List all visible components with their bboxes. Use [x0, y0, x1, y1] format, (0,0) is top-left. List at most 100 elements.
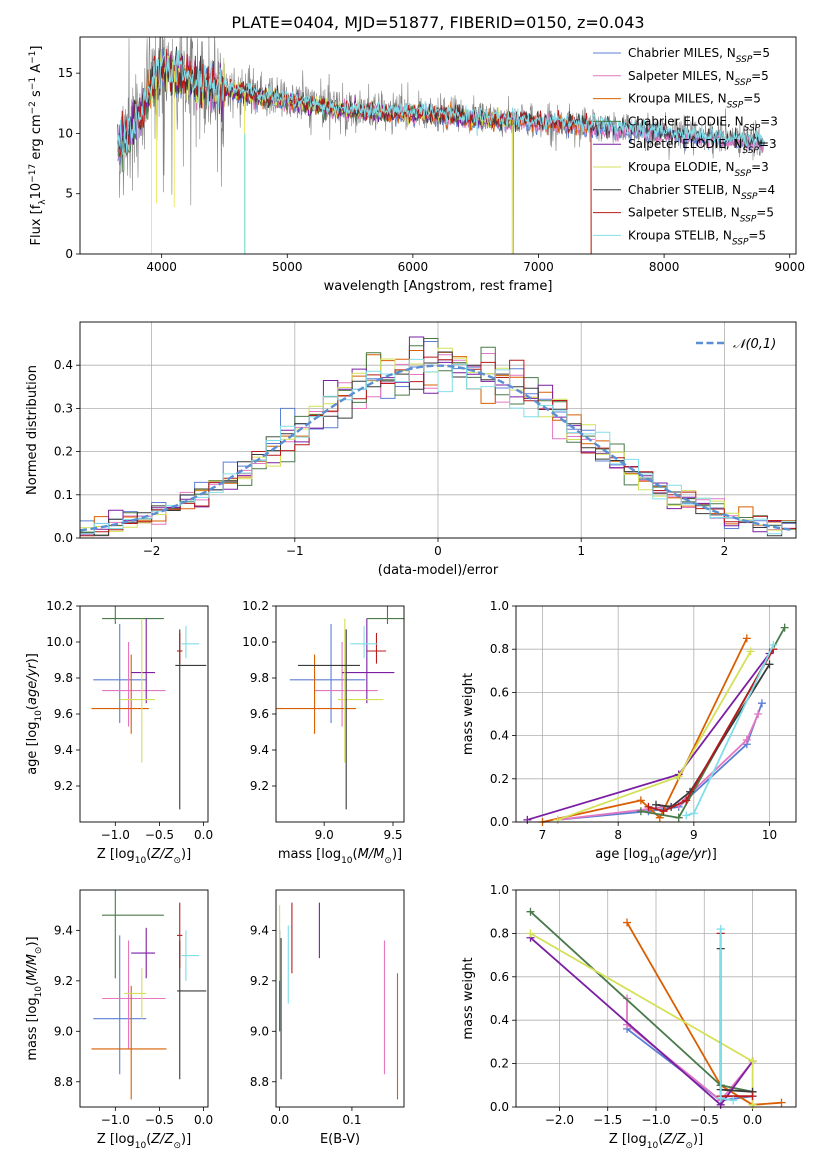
x-tick-label: −2 — [143, 544, 161, 558]
legend-entry: Chabrier ELODIE, NSSP=3 — [628, 114, 778, 133]
y-tick-label: 10.2 — [46, 599, 73, 613]
x-tick-label: 8 — [614, 828, 622, 842]
x-tick-label: 9000 — [774, 260, 805, 274]
legend-entry: Chabrier STELIB, NSSP=4 — [628, 183, 775, 202]
errorbar-salpeter-elodie — [131, 618, 156, 704]
x-tick-label: −1.5 — [593, 1113, 622, 1127]
errorbar-salpeter-elodie — [342, 618, 395, 704]
weight-line — [719, 929, 734, 1102]
weight-line — [527, 652, 771, 821]
x-tick-label: −1.0 — [101, 828, 130, 842]
legend-entry: Chabrier MILES, NSSP=5 — [628, 46, 770, 65]
y-tick-label: 9.0 — [250, 1024, 269, 1038]
y-tick-label: 9.2 — [54, 974, 73, 988]
weight-marker — [780, 623, 789, 632]
y-tick-label: 9.8 — [250, 671, 269, 685]
weight-series-kroupa-stelib — [682, 640, 778, 820]
y-tick-label: 0.4 — [490, 1013, 509, 1027]
y-tick-label: 9.4 — [250, 743, 269, 757]
legend-entry: Salpeter ELODIE, NSSP=3 — [628, 137, 777, 156]
y-tick-label: 0.3 — [54, 401, 73, 415]
figure-title: PLATE=0404, MJD=51877, FIBERID=0150, z=0… — [231, 13, 644, 32]
y-tick-label: 9.2 — [54, 779, 73, 793]
y-tick-label: 0.8 — [490, 642, 509, 656]
weight-series-salpeter-stelib — [716, 929, 757, 1101]
errorbar-salpeter-stelib — [366, 633, 387, 664]
weight-marker — [777, 1098, 786, 1107]
y-tick-label: 9.0 — [54, 1024, 73, 1038]
weight-age-xlabel: age [log10(age/yr)] — [595, 847, 717, 866]
errorbar-chabrier-elodie — [366, 606, 404, 624]
errorbar-kroupa-elodie — [119, 618, 156, 763]
weight-marker — [716, 925, 725, 934]
x-tick-label: 5000 — [272, 260, 303, 274]
y-tick-label: 0.6 — [490, 970, 509, 984]
y-tick-label: 10.2 — [242, 599, 269, 613]
errorbar-chabrier-miles — [93, 624, 147, 723]
weight-series-chabrier-elodie — [526, 907, 757, 1096]
residuals-ylabel: Normed distribution — [25, 365, 40, 495]
weight-marker — [623, 918, 632, 927]
weight-line — [530, 932, 754, 1105]
weight-marker — [748, 1057, 757, 1066]
spectrum-legend: Chabrier MILES, NSSP=5 Salpeter MILES, NS… — [593, 46, 778, 247]
weight-line — [648, 648, 775, 813]
x-tick-label: 0.0 — [270, 1113, 289, 1127]
age-Z-xlabel: Z [log10(Z/Z⊙)] — [97, 847, 191, 866]
y-tick-label: 9.4 — [54, 923, 73, 937]
y-tick-label: 9.6 — [54, 707, 73, 721]
axes-weight-age: 7 8 9 10 0.0 0.2 0.4 0.6 0.8 1.0 — [490, 599, 796, 842]
y-tick-label: 5 — [65, 187, 73, 201]
x-tick-label: 10 — [762, 828, 777, 842]
x-tick-label: −2.0 — [545, 1113, 574, 1127]
weight-marker — [748, 1092, 757, 1101]
weight-marker — [746, 647, 755, 656]
axes-age-mass: 9.0 9.5 9.2 9.4 9.6 9.8 10.0 10.2 — [242, 599, 402, 842]
weight-age-frame — [515, 605, 797, 823]
weight-line — [529, 911, 753, 1093]
mass-Z-ylabel: mass [log10(M/M⊙)] — [25, 936, 44, 1060]
residual-hist-chabrier-stelib — [80, 351, 796, 537]
weight-marker — [526, 907, 535, 916]
axes-age-Z: −1.0 −0.5 0.0 9.2 9.4 9.6 9.8 10.0 10.2 — [46, 599, 213, 842]
errorbar-salpeter-miles — [102, 642, 166, 727]
x-tick-label: 9.5 — [383, 828, 402, 842]
errorbar-kroupa-miles — [276, 654, 356, 734]
x-tick-label: −1 — [286, 544, 304, 558]
y-tick-label: 9.8 — [54, 671, 73, 685]
age-Z-ylabel: age [log10(age/yr)] — [25, 653, 44, 775]
mass-EBV-frame — [275, 889, 405, 1108]
x-tick-label: 9 — [690, 828, 698, 842]
mass-EBV-xlabel: E(B-V) — [320, 1132, 360, 1147]
y-tick-label: 9.4 — [54, 743, 73, 757]
weight-marker — [553, 815, 562, 824]
legend-entry: Salpeter MILES, NSSP=5 — [628, 69, 769, 88]
weight-Z-frame — [515, 889, 797, 1108]
axes-mass-Z: −1.0 −0.5 0.0 8.8 9.0 9.2 9.4 — [54, 923, 213, 1127]
spectrum-model-salpeter-stelib — [117, 48, 592, 254]
y-tick-label: 0.6 — [490, 685, 509, 699]
spectrum-model-kroupa-stelib — [117, 49, 765, 158]
age-mass-frame — [275, 605, 405, 823]
x-tick-label: −0.5 — [145, 828, 174, 842]
weight-marker — [636, 796, 645, 805]
errorbar-kroupa-elodie — [337, 618, 384, 763]
weight-line — [626, 922, 782, 1106]
weight-marker — [636, 807, 645, 816]
weight-marker — [742, 735, 751, 744]
spectrum-model-salpeter-elodie — [117, 54, 514, 254]
errorbar-salpeter-stelib — [177, 902, 183, 969]
x-tick-label: 0.1 — [342, 1113, 361, 1127]
legend-entry: Kroupa STELIB, NSSP=5 — [628, 228, 766, 247]
errorbar-kroupa-stelib — [181, 625, 200, 659]
y-tick-label: 0.0 — [54, 531, 73, 545]
errorbar-salpeter-miles — [102, 940, 166, 1049]
errorbar-kroupa-stelib — [350, 625, 378, 659]
legend-entry: Kroupa MILES, NSSP=5 — [628, 92, 761, 111]
weight-marker — [716, 1094, 725, 1103]
residuals-frame — [79, 321, 797, 539]
y-tick-label: 0.0 — [490, 815, 509, 829]
x-tick-label: 4000 — [146, 260, 177, 274]
weight-marker — [729, 1096, 738, 1105]
errorbar-kroupa-stelib — [181, 930, 200, 981]
